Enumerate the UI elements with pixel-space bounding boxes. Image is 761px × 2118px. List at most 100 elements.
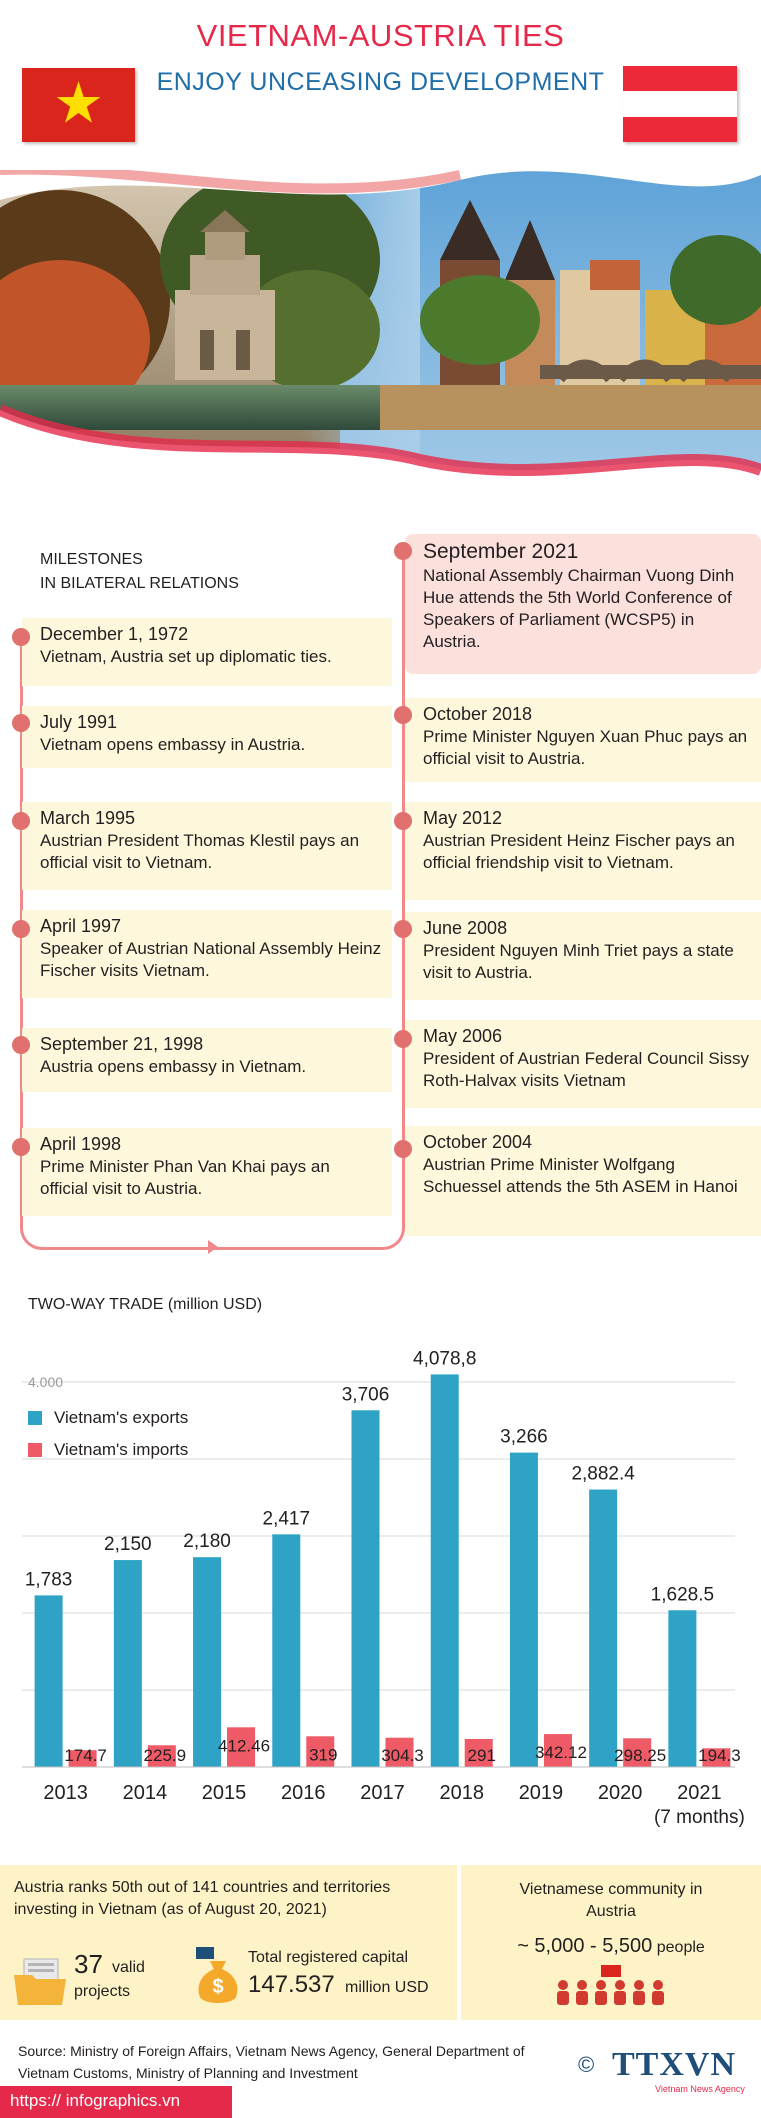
legend-swatch-imports xyxy=(28,1443,42,1457)
data-label-imports: 342.12 xyxy=(535,1743,587,1762)
bar-imports xyxy=(68,1750,97,1767)
bar-exports xyxy=(113,1560,142,1767)
data-label-imports: 194.3 xyxy=(698,1746,741,1765)
bar-imports xyxy=(385,1737,414,1767)
community-title: Vietnamese community in Austria xyxy=(519,1881,703,1920)
data-label-imports: 319 xyxy=(309,1745,337,1764)
data-label-exports: 1,783 xyxy=(25,1569,73,1590)
timeline-dot xyxy=(394,1140,412,1158)
x-tick-label: 2021 xyxy=(677,1782,722,1804)
folder-icon xyxy=(14,1957,66,2010)
data-label-imports: 291 xyxy=(468,1746,496,1765)
milestone-right-5: October 2004 Austrian Prime Minister Wol… xyxy=(405,1126,761,1236)
x-tick-label: 2017 xyxy=(360,1782,405,1804)
bar-imports xyxy=(306,1736,335,1767)
milestone-left-2: March 1995 Austrian President Thomas Kle… xyxy=(22,802,392,890)
capital-unit: million USD xyxy=(345,1979,429,1996)
y-tick-label: 4.000 xyxy=(28,1374,63,1390)
data-label-exports: 4,078,8 xyxy=(413,1348,476,1369)
bar-exports xyxy=(193,1557,222,1767)
hanoi-prague-photo xyxy=(0,170,761,520)
milestone-right-1: October 2018 Prime Minister Nguyen Xuan … xyxy=(405,698,761,782)
svg-text:$: $ xyxy=(212,1976,223,1998)
legend-imports: Vietnam's imports xyxy=(28,1440,188,1460)
capital-label: Total registered capital xyxy=(248,1949,409,1966)
legend-exports: Vietnam's exports xyxy=(28,1408,188,1428)
timeline-dot xyxy=(12,1138,30,1156)
bar-imports xyxy=(543,1734,572,1767)
investment-headline: Austria ranks 50th out of 141 countries … xyxy=(14,1879,391,1918)
data-label-imports: 412.46 xyxy=(218,1736,270,1755)
data-label-imports: 225.9 xyxy=(144,1746,187,1765)
timeline-dot xyxy=(12,920,30,938)
ttxvn-logo-sub: Vietnam News Agency xyxy=(655,2084,745,2094)
milestone-right-0: September 2021 National Assembly Chairma… xyxy=(405,534,761,674)
data-label-exports: 2,417 xyxy=(263,1508,311,1529)
data-label-exports: 2,150 xyxy=(104,1534,152,1555)
x-tick-note: (7 months) xyxy=(654,1807,745,1828)
chart-title: TWO-WAY TRADE (million USD) xyxy=(28,1296,263,1313)
data-label-imports: 304.3 xyxy=(381,1746,424,1765)
bar-exports xyxy=(34,1595,63,1767)
bar-exports xyxy=(668,1610,697,1767)
bar-exports xyxy=(589,1489,618,1767)
x-tick-label: 2015 xyxy=(202,1782,247,1804)
milestones-heading: MILESTONES IN BILATERAL RELATIONS xyxy=(40,551,239,592)
timeline-dot xyxy=(12,812,30,830)
x-tick-label: 2019 xyxy=(519,1782,564,1804)
timeline-dot xyxy=(12,628,30,646)
milestone-left-3: April 1997 Speaker of Austrian National … xyxy=(22,910,392,998)
bar-exports xyxy=(351,1410,380,1767)
projects-count: 37 xyxy=(74,1949,103,1979)
ttxvn-logo: TTXVN xyxy=(612,2046,737,2083)
x-tick-label: 2018 xyxy=(439,1782,484,1804)
x-tick-label: 2014 xyxy=(123,1782,168,1804)
site-url-link[interactable]: https:// infographics.vn xyxy=(0,2086,232,2118)
timeline-dot xyxy=(394,920,412,938)
data-label-imports: 174.7 xyxy=(64,1746,107,1765)
data-label-exports: 2,180 xyxy=(183,1531,231,1552)
milestone-right-2: May 2012 Austrian President Heinz Fische… xyxy=(405,802,761,900)
projects-label-1: valid xyxy=(112,1959,145,1976)
trade-bar-chart: 4.000 1,783 174.7 2013 2,150 225.9 2014 2,180 41… xyxy=(22,1348,745,1828)
milestone-left-1: July 1991 Vietnam opens embassy in Austr… xyxy=(22,706,392,768)
vietnam-flag-icon xyxy=(22,68,135,142)
timeline-dot xyxy=(394,706,412,724)
projects-label-2: projects xyxy=(74,1983,131,2000)
milestone-left-0: December 1, 1972 Vietnam, Austria set up… xyxy=(22,618,392,686)
timeline-dot xyxy=(394,542,412,560)
timeline-line-right xyxy=(402,560,405,1230)
milestone-left-5: April 1998 Prime Minister Phan Van Khai … xyxy=(22,1128,392,1216)
x-tick-label: 2016 xyxy=(281,1782,326,1804)
bar-imports xyxy=(702,1748,731,1767)
timeline-dot xyxy=(12,714,30,732)
bar-exports xyxy=(509,1452,538,1767)
milestone-left-4: September 21, 1998 Austria opens embassy… xyxy=(22,1028,392,1092)
community-stat: ~ 5,000 - 5,500 people xyxy=(517,1935,705,1957)
capital-value: 147.537 xyxy=(248,1971,335,1998)
page-subtitle: ENJOY UNCEASING DEVELOPMENT xyxy=(156,68,605,96)
bar-imports xyxy=(147,1745,176,1767)
page-title: VIETNAM-AUSTRIA TIES xyxy=(196,18,565,53)
bar-imports xyxy=(227,1727,256,1767)
milestone-right-3: June 2008 President Nguyen Minh Triet pa… xyxy=(405,912,761,1000)
timeline-dot xyxy=(394,1030,412,1048)
timeline-dot xyxy=(12,1036,30,1054)
people-group-icon xyxy=(553,1965,669,2012)
bar-exports xyxy=(272,1534,301,1767)
bar-imports xyxy=(464,1738,493,1767)
milestone-right-4: May 2006 President of Austrian Federal C… xyxy=(405,1020,761,1108)
data-label-imports: 298.25 xyxy=(614,1746,666,1765)
data-label-exports: 1,628.5 xyxy=(651,1584,714,1605)
legend-swatch-exports xyxy=(28,1411,42,1425)
timeline-dot xyxy=(394,812,412,830)
community-panel: Vietnamese community in Austria ~ 5,000 … xyxy=(461,1865,761,2020)
bar-exports xyxy=(430,1374,459,1767)
investment-panel: Austria ranks 50th out of 141 countries … xyxy=(0,1865,457,2020)
data-label-exports: 3,266 xyxy=(500,1427,548,1448)
bar-imports xyxy=(623,1738,652,1767)
austria-flag-icon xyxy=(623,66,737,142)
x-tick-label: 2020 xyxy=(598,1782,643,1804)
copyright-icon: © xyxy=(578,2052,595,2077)
timeline-arrow-icon xyxy=(208,1240,218,1254)
